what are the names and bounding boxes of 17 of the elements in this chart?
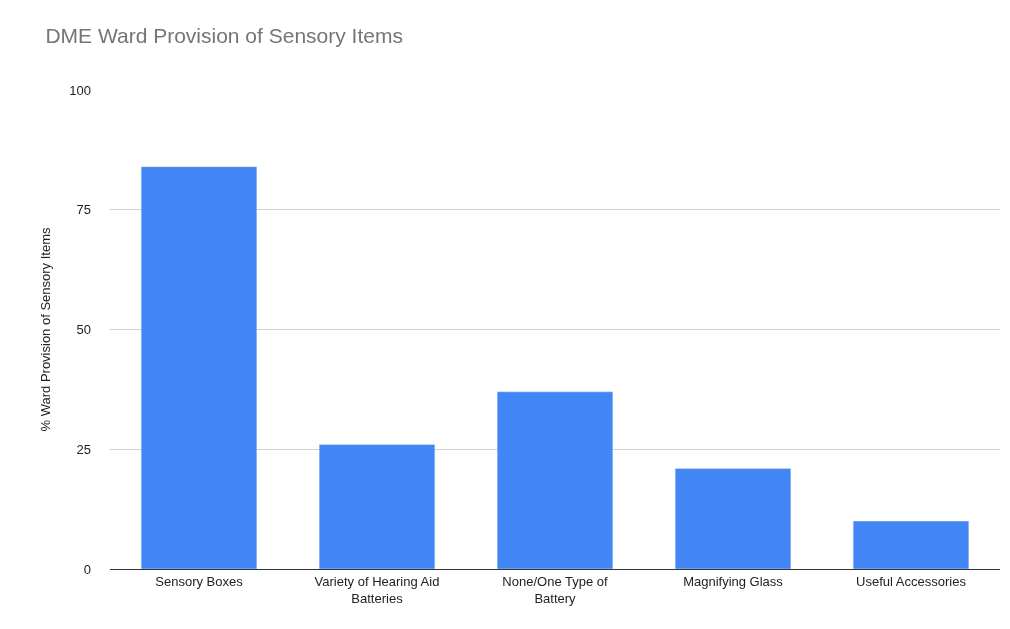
x-tick-label: Magnifying Glass <box>683 573 784 589</box>
bar <box>140 166 258 569</box>
x-tick-label: Sensory Boxes <box>155 573 244 589</box>
bar <box>674 468 792 569</box>
bar <box>496 391 614 569</box>
y-axis-title: % Ward Provision of Sensory Items <box>38 227 54 432</box>
y-tick-label: 75 <box>76 202 91 218</box>
x-tick-label: None/One Type of Battery <box>502 573 609 606</box>
x-tick-label: Variety of Hearing Aid Batteries <box>314 573 440 606</box>
bar <box>852 520 970 569</box>
y-tick-label: 0 <box>83 561 91 577</box>
y-tick-label: 100 <box>69 82 91 98</box>
x-tick-label: Useful Accessories <box>856 573 967 589</box>
bar <box>318 444 436 569</box>
chart-title: DME Ward Provision of Sensory Items <box>45 24 403 48</box>
y-tick-label: 25 <box>76 441 91 457</box>
y-tick-label: 50 <box>76 322 91 338</box>
